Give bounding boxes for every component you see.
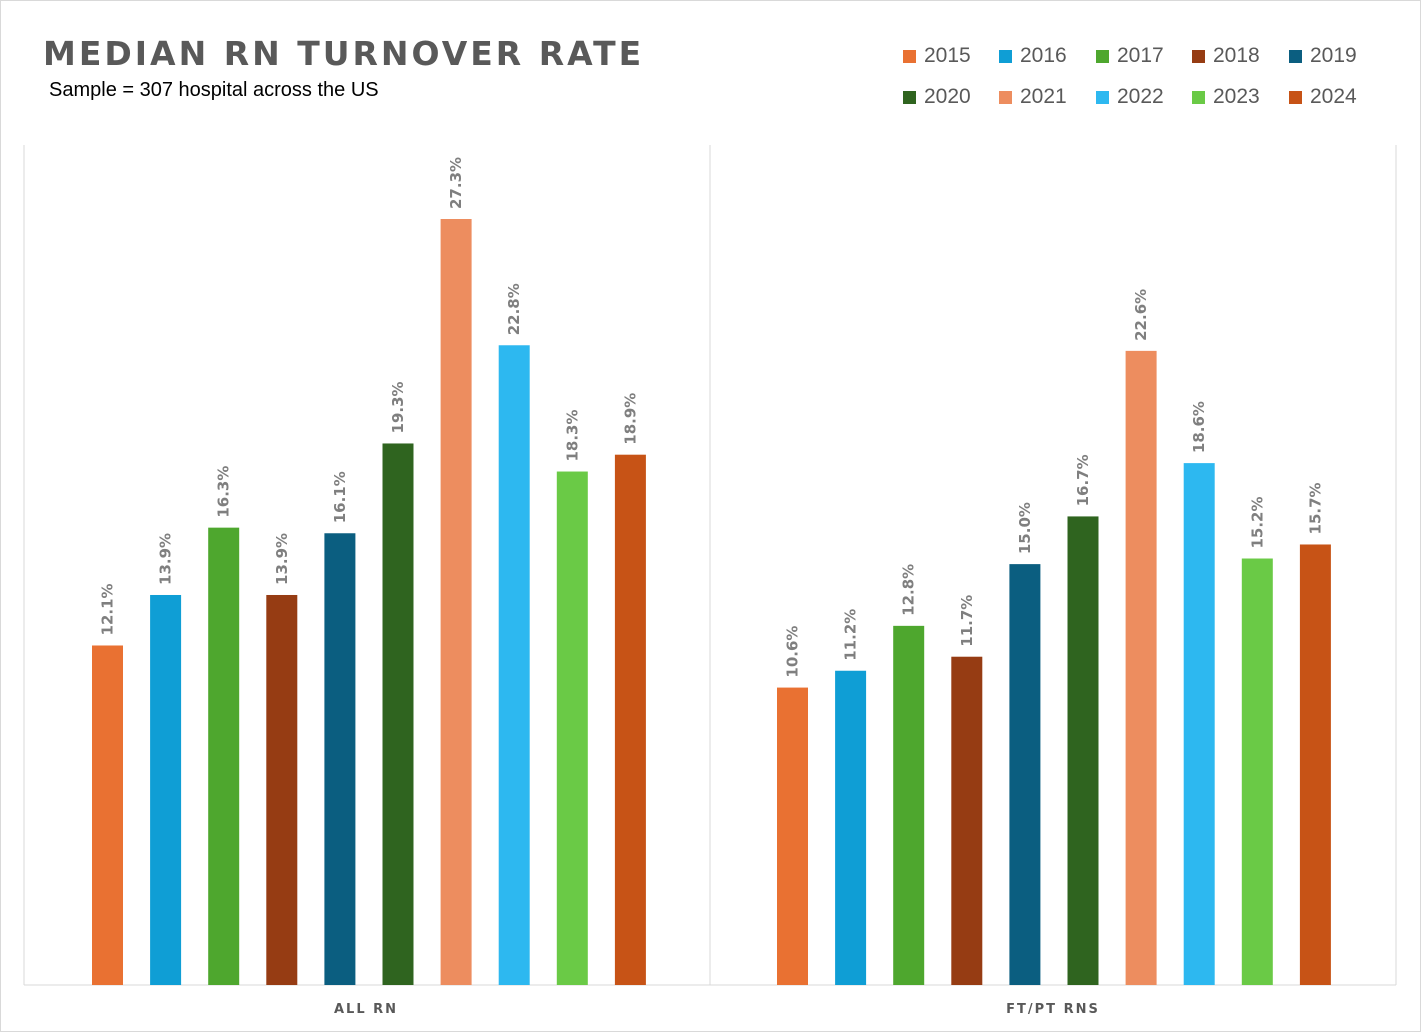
- legend-item-2020: 2020: [903, 83, 971, 111]
- legend-label: 2021: [1020, 85, 1067, 108]
- bar-2015-0: [92, 645, 123, 985]
- data-label: 16.3%: [215, 466, 233, 518]
- bar-2018-1: [951, 656, 983, 985]
- chart-title: MEDIAN RN TURNOVER RATE: [43, 34, 645, 73]
- data-label: 12.8%: [900, 564, 918, 616]
- chart-subtitle: Sample = 307 hospital across the US: [49, 79, 379, 101]
- legend-item-2019: 2019: [1289, 42, 1357, 70]
- legend-swatch: [903, 90, 916, 104]
- bar-2016-0: [150, 594, 182, 985]
- data-label: 13.9%: [273, 533, 291, 585]
- bar-2015-1: [777, 687, 808, 985]
- legend-item-2024: 2024: [1289, 83, 1357, 111]
- legend-label: 2024: [1310, 85, 1357, 108]
- data-label: 15.7%: [1306, 482, 1324, 534]
- data-label: 11.2%: [842, 609, 860, 661]
- legend-swatch: [903, 49, 916, 63]
- data-label: 13.9%: [157, 533, 175, 585]
- legend-label: 2022: [1117, 85, 1164, 108]
- legend-label: 2015: [924, 44, 971, 67]
- legend-item-2021: 2021: [999, 83, 1067, 111]
- data-label: 27.3%: [447, 157, 465, 209]
- bar-2020-0: [382, 443, 414, 985]
- data-label: 18.9%: [621, 393, 639, 445]
- legend-label: 2023: [1213, 85, 1260, 108]
- legend-item-2022: 2022: [1096, 83, 1164, 111]
- data-label: 22.6%: [1132, 289, 1150, 341]
- bar-2016-1: [835, 670, 867, 985]
- legend-item-2015: 2015: [903, 42, 971, 70]
- data-label: 15.2%: [1248, 496, 1266, 548]
- category-label: FT/PT RNS: [1006, 1002, 1100, 1017]
- bar-2019-1: [1009, 564, 1041, 985]
- category-label: ALL RN: [334, 1002, 398, 1017]
- bar-2021-0: [440, 219, 472, 985]
- bar-2022-0: [498, 345, 530, 985]
- bar-2017-1: [893, 625, 925, 985]
- data-label: 15.0%: [1016, 502, 1034, 554]
- bar-2018-0: [266, 594, 298, 985]
- data-label: 18.6%: [1190, 401, 1208, 453]
- legend-swatch: [999, 90, 1012, 104]
- data-label: 19.3%: [389, 381, 407, 433]
- bar-2021-1: [1125, 350, 1157, 985]
- legend-item-2023: 2023: [1192, 83, 1260, 111]
- data-label: 11.7%: [958, 595, 976, 647]
- legend-label: 2018: [1213, 44, 1260, 67]
- legend-swatch: [1096, 90, 1109, 104]
- legend-label: 2019: [1310, 44, 1357, 67]
- data-label: 18.3%: [563, 409, 581, 461]
- bar-2022-1: [1183, 463, 1215, 986]
- legend-label: 2016: [1020, 44, 1067, 67]
- legend-item-2016: 2016: [999, 42, 1067, 70]
- data-label: 12.1%: [99, 583, 117, 635]
- data-label: 22.8%: [505, 283, 523, 335]
- legend-item-2018: 2018: [1192, 42, 1260, 70]
- legend-swatch: [1289, 49, 1302, 63]
- legend-swatch: [999, 49, 1012, 63]
- bar-2019-0: [324, 533, 356, 985]
- bar-2020-1: [1067, 516, 1099, 985]
- legend-swatch: [1192, 90, 1205, 104]
- bar-2017-0: [208, 527, 240, 985]
- legend-swatch: [1192, 49, 1205, 63]
- bar-2024-0: [614, 454, 646, 985]
- data-label: 10.6%: [784, 626, 802, 678]
- bar-2024-1: [1299, 544, 1331, 985]
- legend-label: 2017: [1117, 44, 1164, 67]
- bar-2023-1: [1241, 558, 1273, 985]
- legend-swatch: [1289, 90, 1302, 104]
- legend-item-2017: 2017: [1096, 42, 1164, 70]
- legend-swatch: [1096, 49, 1109, 63]
- bar-2023-0: [556, 471, 588, 985]
- data-label: 16.7%: [1074, 454, 1092, 506]
- legend-label: 2020: [924, 85, 971, 108]
- data-label: 16.1%: [331, 471, 349, 523]
